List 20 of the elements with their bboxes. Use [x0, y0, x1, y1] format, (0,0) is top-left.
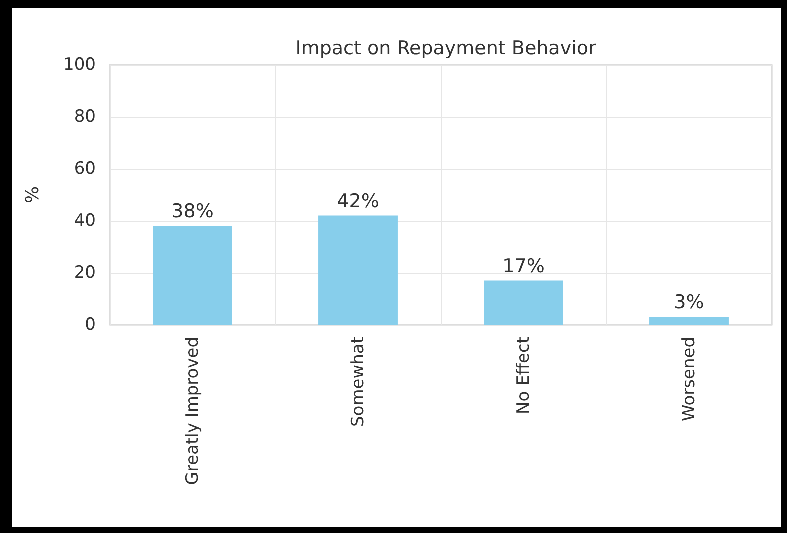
y-tick-label: 100 [64, 55, 96, 75]
y-tick-label: 60 [74, 159, 96, 179]
x-tick-label: Greatly Improved [182, 337, 203, 486]
y-tick-label: 40 [74, 211, 96, 231]
x-tick-label: Worsened [679, 337, 700, 422]
y-tick-label: 0 [85, 315, 96, 335]
y-tick-label: 20 [74, 263, 96, 283]
x-tick-label: No Effect [514, 336, 534, 414]
bar [484, 280, 564, 325]
data-label: 38% [172, 200, 214, 223]
data-label: 42% [337, 190, 380, 212]
x-tick-label: Somewhat [348, 336, 368, 427]
y-tick-label: 80 [74, 107, 96, 127]
data-label: 3% [674, 292, 704, 314]
bar [318, 216, 398, 325]
data-label: 17% [502, 255, 545, 278]
chart-title: Impact on Repayment Behavior [296, 38, 596, 60]
bar [153, 226, 232, 325]
bar [650, 317, 729, 325]
y-axis-title: % [22, 186, 44, 204]
